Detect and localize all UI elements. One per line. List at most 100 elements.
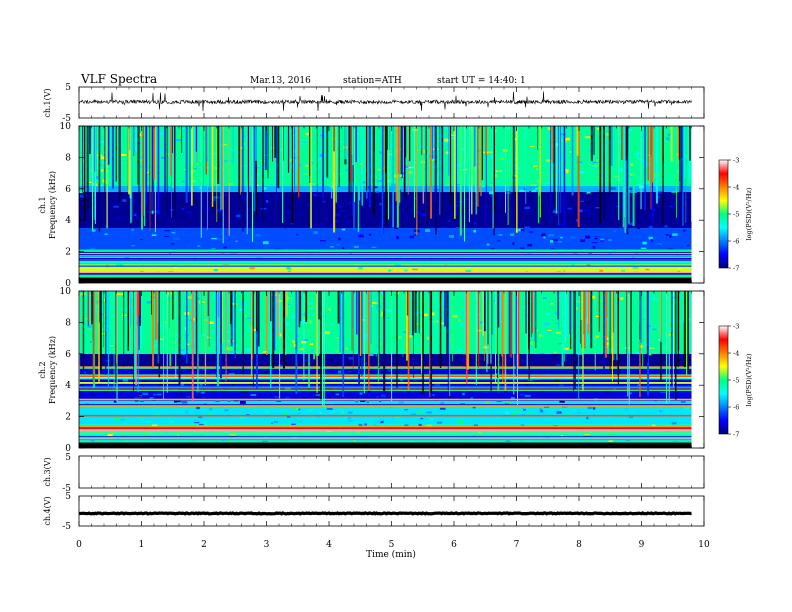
texture-cell xyxy=(508,135,514,138)
spectrogram-nodata xyxy=(691,291,704,448)
texture-cell xyxy=(672,233,678,237)
texture-cell xyxy=(638,185,645,189)
colorbar-tick-label: -5 xyxy=(733,211,739,219)
texture-cell xyxy=(652,328,657,331)
colorbar-tick-label: -3 xyxy=(733,157,739,165)
texture-cell xyxy=(598,300,604,302)
texture-cell xyxy=(255,233,261,237)
ytick-label: 4 xyxy=(65,381,71,391)
texture-cell xyxy=(571,263,575,267)
texture-cell xyxy=(222,178,228,180)
texture-cell xyxy=(636,351,641,355)
texture-cell xyxy=(301,141,307,143)
texture-cell xyxy=(592,165,599,167)
texture-cell xyxy=(524,394,531,398)
sferic-streak xyxy=(525,291,527,334)
texture-cell xyxy=(239,400,246,404)
texture-cell xyxy=(262,350,268,353)
spectral-line xyxy=(79,255,692,258)
sferic-streak xyxy=(351,291,353,351)
sferic-streak xyxy=(646,291,649,363)
texture-cell xyxy=(319,154,324,157)
sferic-streak xyxy=(137,291,140,316)
texture-cell xyxy=(394,226,399,229)
texture-cell xyxy=(101,313,105,316)
texture-cell xyxy=(635,193,641,197)
texture-cell xyxy=(194,422,200,424)
texture-cell xyxy=(639,159,645,163)
sferic-streak xyxy=(154,126,157,233)
texture-cell xyxy=(565,239,571,241)
spectral-line xyxy=(79,265,692,267)
texture-cell xyxy=(665,233,669,236)
xtick-label: 1 xyxy=(139,540,145,550)
texture-cell xyxy=(209,407,213,411)
texture-cell xyxy=(119,418,125,421)
texture-cell xyxy=(594,168,597,171)
texture-cell xyxy=(201,357,207,361)
sferic-streak xyxy=(428,291,430,334)
sferic-streak xyxy=(282,126,284,161)
texture-cell xyxy=(541,233,546,237)
texture-cell xyxy=(184,327,188,331)
texture-cell xyxy=(421,423,426,426)
texture-cell xyxy=(426,411,432,414)
texture-cell xyxy=(452,314,458,318)
sferic-streak xyxy=(625,126,628,230)
texture-cell xyxy=(521,359,525,363)
texture-cell xyxy=(457,141,462,144)
texture-cell xyxy=(102,179,106,182)
texture-cell xyxy=(527,411,532,413)
texture-cell xyxy=(179,383,185,387)
texture-cell xyxy=(489,225,494,228)
texture-cell xyxy=(299,348,304,351)
texture-cell xyxy=(654,354,659,357)
texture-cell xyxy=(420,134,425,137)
texture-cell xyxy=(498,234,503,236)
texture-cell xyxy=(527,440,533,443)
sferic-streak xyxy=(527,291,529,350)
sferic-bright-streak xyxy=(130,126,132,224)
sferic-streak xyxy=(320,291,322,400)
texture-cell xyxy=(287,294,293,298)
texture-cell xyxy=(560,133,566,136)
sferic-bright-streak xyxy=(166,291,168,393)
texture-cell xyxy=(178,310,183,313)
texture-cell xyxy=(369,151,373,154)
spectral-line xyxy=(79,253,692,255)
sferic-streak xyxy=(405,126,407,158)
texture-cell xyxy=(202,333,206,336)
sferic-streak xyxy=(174,126,176,219)
sferic-streak xyxy=(493,126,495,213)
texture-cell xyxy=(401,347,408,350)
sferic-streak xyxy=(623,126,626,218)
sferic-streak xyxy=(681,291,685,323)
texture-cell xyxy=(148,359,151,363)
texture-cell xyxy=(429,417,433,420)
sferic-streak xyxy=(142,126,145,216)
texture-cell xyxy=(209,430,214,433)
texture-cell xyxy=(656,243,663,245)
texture-cell xyxy=(650,239,654,242)
texture-cell xyxy=(564,256,569,260)
sferic-streak xyxy=(364,291,366,336)
texture-cell xyxy=(457,419,463,423)
texture-cell xyxy=(501,181,506,184)
sferic-streak xyxy=(286,291,288,317)
texture-cell xyxy=(186,396,190,398)
sferic-streak xyxy=(659,291,661,339)
sferic-bright-streak xyxy=(175,291,177,377)
sferic-streak xyxy=(585,291,588,348)
texture-cell xyxy=(502,148,508,152)
texture-cell xyxy=(290,223,293,225)
ytick-label: 0 xyxy=(65,444,71,454)
sferic-streak xyxy=(594,291,596,371)
texture-cell xyxy=(514,157,518,161)
texture-cell xyxy=(363,225,370,228)
texture-cell xyxy=(158,384,164,387)
texture-cell xyxy=(196,163,200,166)
texture-cell xyxy=(473,393,478,395)
sferic-streak xyxy=(531,291,532,337)
sferic-streak xyxy=(111,126,115,189)
texture-cell xyxy=(176,141,182,143)
